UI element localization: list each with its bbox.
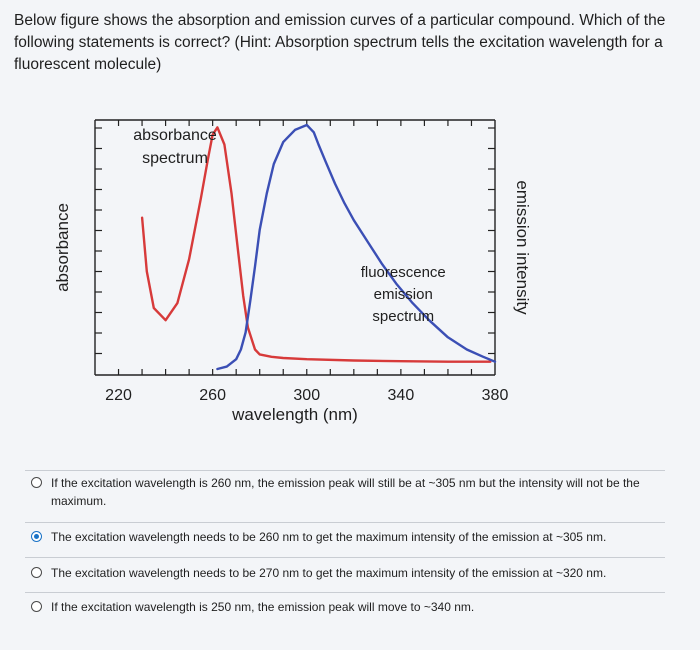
x-tick-label: 220 bbox=[105, 387, 132, 404]
radio-a[interactable] bbox=[31, 477, 42, 488]
absorbance-annotation: spectrum bbox=[142, 150, 208, 167]
radio-b[interactable] bbox=[31, 531, 42, 542]
option-a-text: If the excitation wavelength is 260 nm, … bbox=[51, 476, 640, 508]
option-d[interactable]: If the excitation wavelength is 250 nm, … bbox=[25, 598, 665, 616]
radio-d[interactable] bbox=[31, 601, 42, 612]
chart-canvas: 220 260 300 340 380 wavelength (nm) absorbance… bbox=[53, 119, 532, 424]
radio-c[interactable] bbox=[31, 567, 42, 578]
y-axis-right-label: emission intensity bbox=[513, 180, 532, 315]
spectrum-chart: 220 260 300 340 380 wavelength (nm) absorbance… bbox=[50, 110, 540, 430]
emission-annotation: fluorescence bbox=[361, 264, 446, 281]
x-tick-label: 300 bbox=[293, 387, 320, 404]
x-tick-label: 260 bbox=[199, 387, 226, 404]
option-c-text: The excitation wavelength needs to be 27… bbox=[51, 566, 607, 580]
option-divider bbox=[25, 470, 665, 471]
option-c[interactable]: The excitation wavelength needs to be 27… bbox=[25, 564, 665, 582]
option-divider bbox=[25, 557, 665, 558]
option-b[interactable]: The excitation wavelength needs to be 26… bbox=[25, 528, 665, 546]
y-axis-left-label: absorbance bbox=[53, 203, 72, 292]
x-tick-label: 340 bbox=[388, 387, 415, 404]
emission-annotation: spectrum bbox=[372, 308, 434, 325]
option-d-text: If the excitation wavelength is 250 nm, … bbox=[51, 600, 475, 614]
x-tick-label: 380 bbox=[482, 387, 509, 404]
option-a[interactable]: If the excitation wavelength is 260 nm, … bbox=[25, 474, 665, 510]
option-b-text: The excitation wavelength needs to be 26… bbox=[51, 530, 607, 544]
emission-annotation: emission bbox=[374, 286, 433, 303]
option-divider bbox=[25, 592, 665, 593]
x-axis-label: wavelength (nm) bbox=[231, 405, 358, 424]
absorbance-annotation: absorbance bbox=[133, 127, 217, 144]
absorbance-series-line bbox=[140, 126, 492, 363]
emission-series-line bbox=[216, 123, 497, 371]
question-text: Below figure shows the absorption and em… bbox=[14, 12, 666, 73]
option-divider bbox=[25, 522, 665, 523]
